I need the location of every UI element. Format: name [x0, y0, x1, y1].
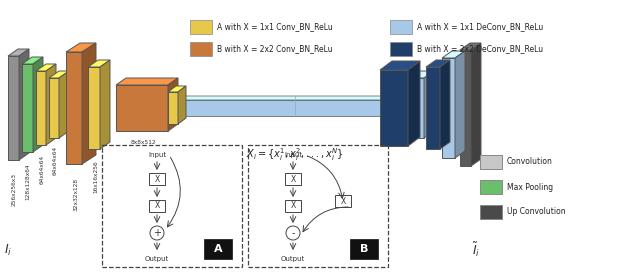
Bar [248, 145, 388, 267]
Text: -: - [291, 228, 295, 238]
Polygon shape [8, 49, 29, 56]
Polygon shape [415, 96, 421, 116]
Polygon shape [168, 86, 186, 92]
Bar [480, 180, 502, 194]
Polygon shape [424, 71, 434, 138]
Bar [442, 58, 455, 158]
Bar [480, 205, 502, 219]
Polygon shape [440, 60, 450, 149]
Polygon shape [46, 64, 56, 145]
Text: 16x16x256: 16x16x256 [93, 160, 99, 193]
Text: A with X = 1x1 Conv_BN_ReLu: A with X = 1x1 Conv_BN_ReLu [217, 22, 333, 32]
Polygon shape [471, 43, 481, 166]
Polygon shape [49, 71, 69, 78]
Text: Convolution: Convolution [507, 158, 553, 167]
Bar [149, 200, 165, 212]
Polygon shape [455, 51, 465, 158]
Text: 256x256x3: 256x256x3 [12, 173, 17, 206]
Polygon shape [66, 43, 96, 52]
Text: Output: Output [145, 256, 169, 262]
Bar [390, 42, 412, 56]
Text: +: + [153, 228, 161, 238]
Text: $X_i = \{x_i^1, x_i^2, ..., x_i^N\}$: $X_i = \{x_i^1, x_i^2, ..., x_i^N\}$ [246, 146, 344, 163]
Text: A with X = 1x1 DeConv_BN_ReLu: A with X = 1x1 DeConv_BN_ReLu [417, 22, 543, 32]
Polygon shape [380, 61, 420, 70]
Polygon shape [100, 60, 110, 149]
Text: Input: Input [284, 152, 302, 158]
Text: 64x64x64: 64x64x64 [40, 155, 45, 184]
Polygon shape [59, 71, 69, 138]
Text: X: X [340, 196, 346, 206]
Circle shape [150, 226, 164, 240]
Bar [36, 71, 46, 145]
Text: X: X [291, 175, 296, 184]
Polygon shape [178, 86, 186, 124]
Text: X: X [154, 201, 159, 210]
Text: B with X = 2x2 DeConv_BN_ReLu: B with X = 2x2 DeConv_BN_ReLu [417, 44, 543, 53]
Bar [178, 100, 415, 116]
Bar [285, 200, 301, 212]
Polygon shape [460, 43, 481, 50]
Bar [88, 67, 100, 149]
Bar [49, 78, 59, 138]
Polygon shape [88, 60, 110, 67]
Text: 128x128x64: 128x128x64 [26, 163, 31, 200]
Text: X: X [291, 201, 296, 210]
Polygon shape [426, 60, 450, 67]
Text: X: X [154, 175, 159, 184]
Bar [204, 239, 232, 259]
Text: B with X = 2x2 Conv_BN_ReLu: B with X = 2x2 Conv_BN_ReLu [217, 44, 333, 53]
Text: A: A [214, 244, 222, 254]
Bar [480, 155, 502, 169]
Bar [149, 173, 165, 185]
Polygon shape [22, 57, 43, 64]
Bar [8, 56, 19, 160]
Text: $\tilde{I}_i$: $\tilde{I}_i$ [472, 241, 480, 259]
Polygon shape [178, 96, 421, 100]
Text: Up Convolution: Up Convolution [507, 207, 566, 216]
Circle shape [286, 226, 300, 240]
Bar [335, 195, 351, 207]
Text: Output: Output [281, 256, 305, 262]
Text: $I_i$: $I_i$ [4, 242, 12, 258]
Bar [460, 50, 471, 166]
Bar [116, 85, 168, 131]
Polygon shape [408, 61, 420, 146]
Text: B: B [360, 244, 368, 254]
Bar [66, 52, 82, 164]
Bar [168, 92, 178, 124]
Bar [390, 20, 412, 34]
Polygon shape [442, 51, 465, 58]
Bar [102, 145, 242, 267]
Text: 8x8x512: 8x8x512 [130, 140, 156, 145]
Polygon shape [410, 71, 434, 78]
Bar [380, 70, 408, 146]
Polygon shape [82, 43, 96, 164]
Text: 32x32x128: 32x32x128 [74, 178, 79, 211]
Polygon shape [168, 78, 178, 131]
Text: 64x64x64: 64x64x64 [52, 146, 58, 175]
Polygon shape [19, 49, 29, 160]
Polygon shape [33, 57, 43, 152]
Polygon shape [116, 78, 178, 85]
Bar [285, 173, 301, 185]
Bar [190, 42, 212, 56]
Bar [22, 64, 33, 152]
Text: Input: Input [148, 152, 166, 158]
Bar [190, 20, 212, 34]
Polygon shape [36, 64, 56, 71]
Bar [350, 239, 378, 259]
Text: Max Pooling: Max Pooling [507, 182, 553, 192]
Bar [426, 67, 440, 149]
Bar [410, 78, 424, 138]
